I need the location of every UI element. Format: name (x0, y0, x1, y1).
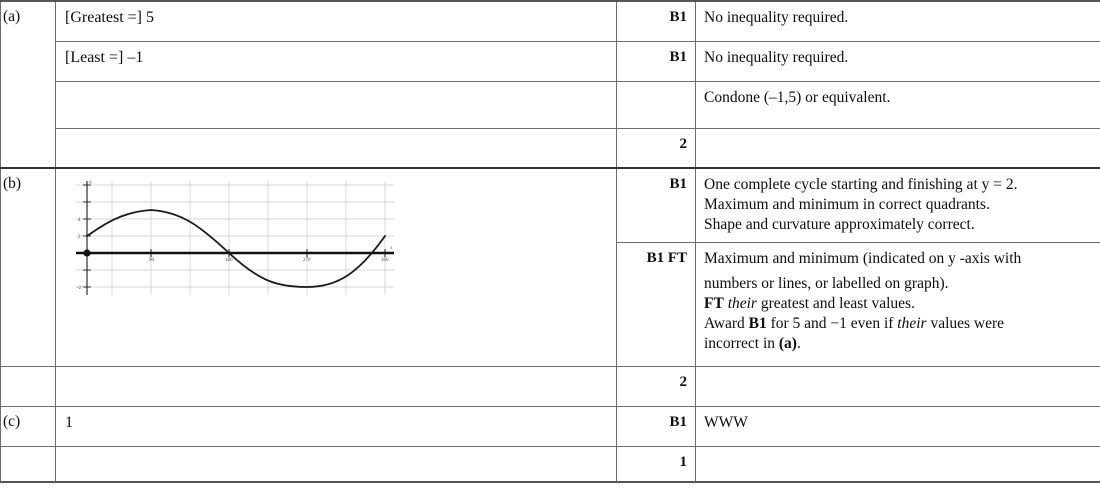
part-cell-c-total (0, 445, 56, 483)
answer-text-b-total (56, 367, 616, 379)
mark-total-c: 1 (679, 453, 688, 470)
note-cell-c1: WWW (695, 405, 1100, 447)
grid-lines (76, 181, 394, 295)
sine-graph-svg: 6 4 2 -2 90 180 270 360 x (76, 181, 394, 295)
note-cell-a3: Condone (–1,5) or equivalent. (695, 80, 1100, 129)
answer-cell-c-total (55, 445, 617, 483)
mark-text-a1: B1 (669, 9, 687, 25)
note-line-ft: FT their greatest and least values. (704, 294, 915, 312)
note-text-a-total (696, 129, 1100, 141)
mark-text-a2: B1 (669, 48, 687, 65)
part-cell-b-total (0, 365, 56, 407)
mark-text-b1: B1 (669, 176, 687, 192)
mark-text-a3 (617, 82, 695, 94)
table-row: 2 (1, 127, 1100, 169)
note-text-c-total (696, 447, 1100, 459)
x-tick-label-360: 360 (381, 258, 389, 263)
axis-tick-labels: 6 4 2 -2 90 180 270 360 x (77, 181, 393, 291)
y-tick-label-2: 2 (78, 235, 81, 240)
part-label-b: (b) (3, 175, 22, 192)
table-row: (a) [Greatest =] 5 B1 No inequality requ… (0, 0, 1100, 169)
answer-cell-a2: [Least =] –1 (55, 40, 617, 82)
note-cell-a-total (695, 127, 1100, 169)
note-line: Maximum and minimum (indicated on y -axi… (704, 249, 1022, 267)
note-text-a2: No inequality required. (704, 48, 849, 66)
mark-cell-a2: B1 (616, 40, 696, 82)
table-row: [Least =] –1 B1 No inequality required. (1, 40, 1100, 82)
note-cell-a1: No inequality required. (695, 0, 1100, 42)
answer-cell-c1: 1 (55, 405, 617, 447)
part-label-c: (c) (3, 412, 21, 430)
x-tick-label-90: 90 (149, 258, 155, 263)
y-tick-label-top: 6 (89, 181, 92, 186)
answer-text-c1: 1 (65, 413, 73, 431)
mark-cell-a-total: 2 (616, 127, 696, 169)
answer-cell-a1: [Greatest =] 5 (55, 0, 617, 42)
table-row: B1 FT Maximum and minimum (indicated on … (1, 241, 1100, 367)
answer-text-a1: [Greatest =] 5 (65, 9, 154, 26)
answer-cell-a3 (55, 80, 617, 129)
part-cell-c: (c) (0, 405, 56, 447)
note-line: numbers or lines, or labelled on graph). (704, 274, 949, 292)
note-text-a1: No inequality required. (704, 9, 849, 26)
answer-text-c-total (56, 447, 616, 459)
note-cell-a2: No inequality required. (695, 40, 1100, 82)
mark-cell-b-total: 2 (616, 365, 696, 407)
sine-curve (86, 209, 386, 288)
note-line-award: Award B1 for 5 and −1 even if their valu… (704, 314, 1005, 332)
mark-cell-a1: B1 (616, 0, 696, 42)
y-tick-label-neg2: -2 (77, 286, 82, 291)
table-row: 2 (0, 365, 1100, 407)
answer-cell-b-total (55, 365, 617, 407)
note-text-b2: Maximum and minimum (indicated on y -axi… (696, 243, 1100, 361)
mark-cell-c1: B1 (616, 405, 696, 447)
part-label-c-total (1, 447, 55, 453)
note-text-c1: WWW (704, 413, 748, 431)
note-line-incorrect: incorrect in (a). (704, 335, 801, 353)
note-cell-c-total (695, 445, 1100, 483)
table-row: (c) 1 B1 WWW (0, 405, 1100, 447)
mark-cell-a3 (616, 80, 696, 129)
part-cell-a: (a) (0, 0, 56, 169)
answer-cell-a-total (55, 127, 617, 169)
mark-total-a: 2 (679, 135, 688, 152)
y-tick-label-4: 4 (78, 218, 81, 223)
x-tick-label-180: 180 (225, 258, 233, 263)
answer-text-a-total (56, 129, 616, 141)
graph-container: 6 4 2 -2 90 180 270 360 x (56, 169, 616, 311)
x-axis-label: x (390, 246, 393, 251)
mark-text-c1: B1 (669, 413, 687, 430)
note-text-b-total (696, 367, 1100, 379)
note-cell-b1: One complete cycle starting and finishin… (695, 167, 1100, 243)
note-line: One complete cycle starting and finishin… (704, 176, 1018, 193)
answer-text-a3 (56, 82, 616, 94)
note-text-a3: Condone (–1,5) or equivalent. (704, 88, 891, 106)
part-label-b-total (1, 367, 55, 373)
mark-total-b: 2 (679, 373, 688, 390)
mark-text-b2: B1 FT (646, 249, 687, 266)
mark-cell-b2: B1 FT (616, 241, 696, 367)
note-line: Maximum and minimum in correct quadrants… (704, 196, 990, 214)
answer-text-a2: [Least =] –1 (65, 48, 144, 66)
part-cell-b: (b) (0, 167, 56, 367)
table-row: Condone (–1,5) or equivalent. (1, 80, 1100, 129)
table-row: (b) (0, 167, 1100, 367)
note-line: Shape and curvature approximately correc… (704, 216, 975, 234)
sine-graph: 6 4 2 -2 90 180 270 360 x (66, 177, 396, 305)
table-row: 1 (0, 445, 1100, 483)
x-tick-label-270: 270 (303, 258, 311, 263)
note-cell-b-total (695, 365, 1100, 407)
mark-cell-c-total: 1 (616, 445, 696, 483)
part-label-a: (a) (3, 8, 21, 25)
answer-cell-b-graph: 6 4 2 -2 90 180 270 360 x (55, 167, 617, 367)
note-cell-b2: Maximum and minimum (indicated on y -axi… (695, 241, 1100, 367)
note-text-b1: One complete cycle starting and finishin… (696, 169, 1100, 241)
mark-cell-b1: B1 (616, 167, 696, 243)
origin-marker-dot (83, 249, 91, 257)
